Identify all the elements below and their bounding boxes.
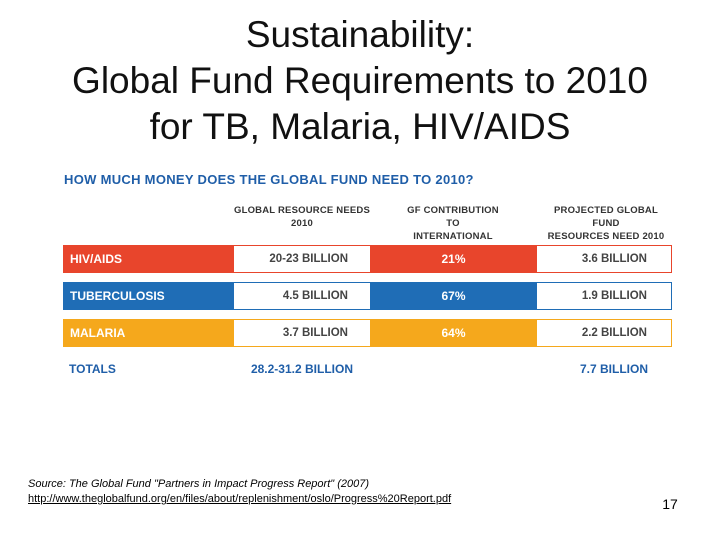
totals-projected-need: 7.7 BILLION — [579, 362, 648, 376]
title-line-3: for TB, Malaria, HIV/AIDS — [149, 106, 571, 147]
gf-contribution-value: 67% — [370, 283, 537, 309]
column-header-line: GLOBAL RESOURCE NEEDS — [234, 205, 370, 216]
title-line-1: Sustainability: — [245, 14, 475, 55]
totals-row: TOTALS 28.2-31.2 BILLION 7.7 BILLION — [63, 362, 672, 378]
slide-title: Sustainability: Global Fund Requirements… — [20, 12, 700, 150]
title-line-2: Global Fund Requirements to 2010 — [72, 60, 648, 101]
column-header-global-needs: GLOBAL RESOURCE NEEDS 2010 — [234, 204, 370, 230]
column-header-line: RESOURCES NEED 2010 — [547, 231, 665, 242]
global-need-value: 20-23 BILLION — [234, 246, 370, 272]
figure-heading: HOW MUCH MONEY DOES THE GLOBAL FUND NEED… — [64, 172, 474, 187]
gf-contribution-value: 64% — [370, 320, 537, 346]
projected-need-value: 3.6 BILLION — [537, 246, 671, 272]
row-label: HIV/AIDS — [64, 246, 234, 272]
column-header-line: PROJECTED GLOBAL FUND — [553, 205, 658, 229]
global-need-value: 3.7 BILLION — [234, 320, 370, 346]
table-row-tuberculosis: TUBERCULOSIS 4.5 BILLION 67% 1.9 BILLION — [63, 282, 672, 310]
source-citation: Source: The Global Fund "Partners in Imp… — [28, 478, 370, 490]
totals-label: TOTALS — [69, 362, 116, 376]
totals-global-need: 28.2-31.2 BILLION — [250, 362, 353, 376]
column-header-projected-needs: PROJECTED GLOBAL FUND RESOURCES NEED 201… — [540, 204, 672, 243]
global-need-value: 4.5 BILLION — [234, 283, 370, 309]
gf-contribution-value: 21% — [370, 246, 537, 272]
table-row-hiv-aids: HIV/AIDS 20-23 BILLION 21% 3.6 BILLION — [63, 245, 672, 273]
totals-empty-cell — [369, 362, 536, 378]
source-link[interactable]: http://www.theglobalfund.org/en/files/ab… — [28, 493, 452, 505]
table-row-malaria: MALARIA 3.7 BILLION 64% 2.2 BILLION — [63, 319, 672, 347]
projected-need-value: 1.9 BILLION — [537, 283, 671, 309]
projected-need-value: 2.2 BILLION — [537, 320, 671, 346]
column-header-line: 2010 — [291, 218, 313, 229]
row-label: TUBERCULOSIS — [64, 283, 234, 309]
row-label: MALARIA — [64, 320, 234, 346]
column-header-line: GF CONTRIBUTION TO — [407, 205, 499, 229]
page-number: 17 — [662, 496, 678, 512]
